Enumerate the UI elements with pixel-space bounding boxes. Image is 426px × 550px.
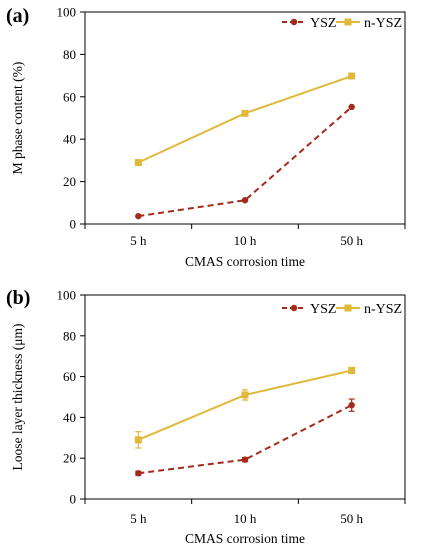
chart1-series-n-ysz-legend-marker (344, 18, 352, 26)
chart2-series-n-ysz-legend-marker (344, 304, 352, 312)
chart2-series-n-ysz-point (134, 436, 142, 444)
chart1-plot-frame (84, 11, 406, 225)
chart1-y-tick-label: 40 (63, 132, 76, 147)
chart1-series-ysz-point (241, 197, 249, 204)
chart1-series-ysz-legend-marker (290, 18, 298, 26)
chart-panel-b: (b) 0 20 40 60 80 100 5 h 10 h 50 h CMAS corrosion… (6, 287, 406, 546)
chart2-y-tick-label: 60 (63, 369, 76, 384)
chart1-x-axis-title: CMAS corrosion time (185, 254, 305, 269)
chart1-series-n-ysz-point (241, 109, 249, 117)
chart2-series-ysz-point (241, 456, 249, 463)
chart1-series-ysz-line (138, 106, 353, 218)
chart2-y-tick-label: 40 (63, 410, 76, 425)
chart2-series-ysz-point (135, 470, 142, 477)
chart2-series-n-ysz-point (348, 366, 356, 374)
chart2-plot-frame (84, 294, 406, 500)
chart-panel-a: (a) 0 20 40 60 80 100 5 h 10 h 50 h CMAS corrosion… (6, 5, 406, 269)
chart1-y-tick-label: 20 (63, 174, 76, 189)
chart2-series-ysz-point (348, 401, 355, 409)
chart1-series-ysz-point (135, 212, 142, 220)
chart2-y-tick-label: 20 (63, 451, 76, 466)
chart2-panel-letter: (b) (6, 287, 30, 309)
chart2-series-n-ysz-legend-label: n-YSZ (364, 302, 402, 317)
chart1-series-n-ysz-point (134, 159, 142, 167)
chart2-series-ysz-legend-marker (290, 304, 298, 312)
chart2-series-ysz-line (138, 404, 353, 475)
chart1-series-n-ysz-point (348, 72, 356, 80)
chart2-y-axis-title: Loose layer thickness (μm) (10, 323, 25, 470)
chart2-x-tick-label: 5 h (130, 511, 147, 526)
chart1-y-axis-title: M phase content (%) (10, 62, 25, 175)
chart2-series-n-ysz-point (241, 391, 249, 399)
chart1-panel-letter: (a) (6, 5, 29, 27)
chart2-y-tick-label: 0 (70, 492, 77, 507)
chart1-series-n-ysz-legend-label: n-YSZ (364, 16, 402, 31)
chart1-y-tick-label: 0 (70, 217, 77, 232)
chart1-y-tick-label: 100 (57, 5, 77, 20)
chart2-x-tick-label: 50 h (340, 511, 363, 526)
chart2-y-tick-label: 80 (63, 328, 76, 343)
chart2-x-tick-label: 10 h (234, 511, 257, 526)
chart1-x-tick-label: 50 h (340, 233, 363, 248)
chart2-y-tick-label: 100 (57, 288, 77, 303)
chart2-x-axis-title: CMAS corrosion time (185, 531, 305, 546)
chart1-x-tick-label: 10 h (234, 233, 257, 248)
chart2-series-ysz-legend-label: YSZ (310, 302, 336, 317)
chart1-series-n-ysz-line (137, 75, 352, 164)
chart1-series-ysz-point (348, 103, 355, 111)
chart1-x-tick-label: 5 h (130, 233, 147, 248)
chart1-series-ysz-legend-label: YSZ (310, 16, 336, 31)
chart1-y-tick-label: 80 (63, 47, 76, 62)
chart2-series-n-ysz-line (137, 369, 352, 441)
chart1-y-tick-label: 60 (63, 89, 76, 104)
